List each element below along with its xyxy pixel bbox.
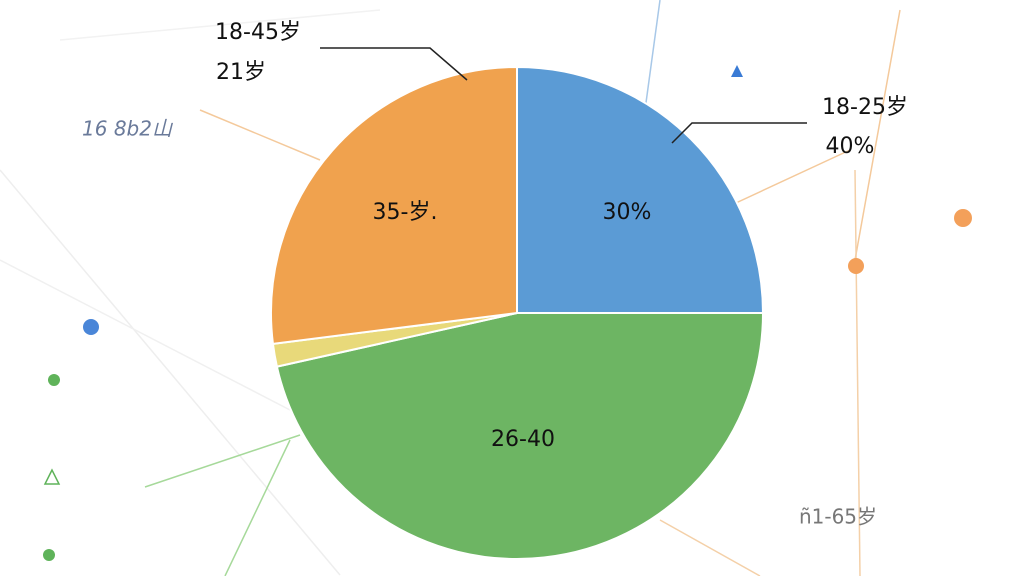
- annotation: 16 8b2山: [82, 117, 174, 141]
- pie-slice: [275, 312, 765, 560]
- annotation: 18-25岁: [822, 95, 908, 120]
- annotation: 40%: [826, 134, 875, 159]
- labels: 30% 26-40 35-岁. 18-45岁 21岁 18-25岁 40% 16 8b2山 ñ1…: [82, 20, 908, 529]
- annotation: 30%: [603, 200, 652, 225]
- annotation: 21岁: [216, 60, 266, 85]
- background-decoration: [0, 0, 972, 576]
- annotation: 18-45岁: [215, 20, 301, 45]
- annotation: 35-岁.: [373, 200, 438, 225]
- leader-lines: [320, 47, 807, 144]
- pie: [270, 65, 765, 560]
- annotation: ñ1-65岁: [799, 505, 877, 529]
- pie-slice: [270, 65, 518, 345]
- annotation: 26-40: [491, 427, 555, 452]
- pie-slice: [516, 65, 765, 314]
